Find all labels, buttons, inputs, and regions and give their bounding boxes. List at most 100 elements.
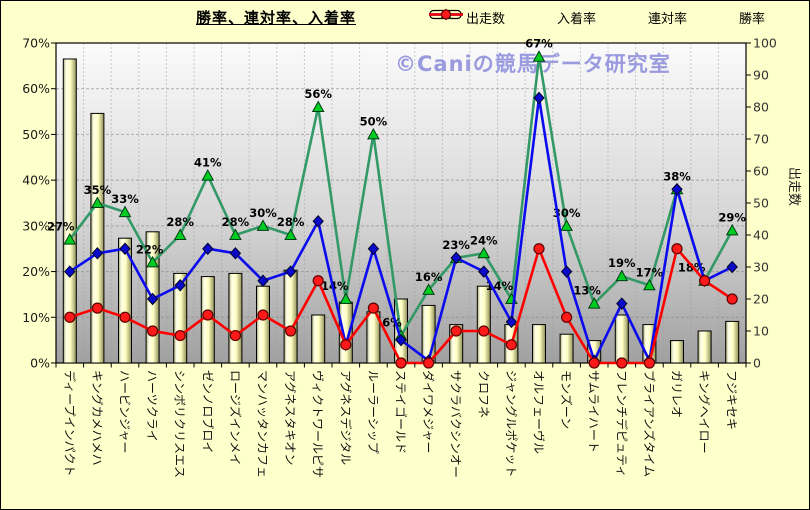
- data-label: 28%: [277, 215, 305, 229]
- data-label: 29%: [718, 210, 746, 224]
- bar: [725, 320, 740, 364]
- category-label: アグネスデジタル: [338, 370, 353, 465]
- bar: [173, 272, 188, 364]
- bar: [311, 314, 326, 364]
- legend: 出走数 入着率 連対率 勝率: [429, 8, 766, 27]
- category-label: キングカメハメハ: [90, 370, 104, 466]
- data-label: 30%: [249, 206, 277, 220]
- data-label: 6%: [382, 316, 402, 330]
- svg-text:30%: 30%: [22, 218, 50, 233]
- place-rate-line: 27%35%33%22%28%41%28%30%28%56%14%50%6%16…: [47, 37, 746, 341]
- category-label: ステイゴールド: [394, 370, 409, 454]
- svg-text:100: 100: [753, 36, 777, 51]
- bar: [670, 340, 684, 364]
- svg-text:90: 90: [753, 68, 769, 83]
- legend-label-place-rate: 入着率: [557, 11, 597, 27]
- category-label: キングヘイロー: [697, 370, 711, 454]
- bar: [256, 285, 270, 364]
- bar: [697, 330, 712, 364]
- svg-text:60%: 60%: [22, 81, 50, 96]
- data-label: 17%: [636, 265, 664, 279]
- bar: [90, 112, 105, 364]
- data-label: 67%: [525, 37, 553, 51]
- category-label: ハーツクライ: [145, 370, 159, 442]
- data-label: 50%: [360, 114, 388, 128]
- data-label: 33%: [111, 192, 139, 206]
- category-label: ヴィクトワールピサ: [311, 370, 326, 478]
- data-label: 41%: [194, 156, 222, 170]
- svg-text:20: 20: [753, 292, 769, 307]
- win-rate-line: [64, 243, 738, 369]
- legend-item-win-rate: 勝率: [429, 8, 766, 27]
- data-label: 24%: [470, 233, 498, 247]
- legend-label-win-rate: 勝率: [739, 11, 766, 27]
- data-label: 35%: [84, 183, 112, 197]
- gridlines: [56, 43, 746, 363]
- svg-text:70: 70: [753, 132, 769, 147]
- bar: [421, 304, 436, 364]
- data-label: 23%: [442, 238, 470, 252]
- data-label: 56%: [304, 87, 332, 101]
- data-label: 28%: [166, 215, 194, 229]
- category-label: ディープインパクト: [62, 370, 77, 476]
- bar: [118, 237, 132, 364]
- svg-text:50%: 50%: [22, 127, 50, 142]
- data-label: 16%: [415, 270, 443, 284]
- category-label: サムライハート: [587, 370, 601, 453]
- svg-text:50: 50: [753, 196, 769, 211]
- svg-text:10: 10: [753, 324, 769, 339]
- bar: [476, 285, 491, 364]
- bar: [228, 272, 243, 364]
- category-label: ハービンジャー: [118, 370, 132, 453]
- bar: [614, 314, 629, 364]
- category-label: オルフェーヴル: [532, 370, 547, 454]
- svg-text:80: 80: [753, 100, 769, 115]
- svg-text:0: 0: [753, 356, 761, 371]
- category-label: シンボリクリスエス: [173, 370, 187, 478]
- category-label: ガリレオ: [670, 370, 684, 418]
- data-label: 38%: [663, 169, 691, 183]
- data-label: 27%: [47, 220, 75, 234]
- category-label: ロージズインメイ: [228, 370, 243, 465]
- svg-text:20%: 20%: [22, 264, 50, 279]
- bar: [283, 269, 298, 364]
- svg-text:40: 40: [753, 228, 769, 243]
- category-label: サクラバクシンオー: [449, 370, 463, 478]
- data-label: 28%: [222, 215, 250, 229]
- right-axis-title: 出走数: [786, 167, 801, 206]
- circle-marker-icon: [429, 9, 736, 24]
- category-label: ブライアンズタイム: [642, 370, 657, 477]
- category-label: フレンチデピュティ: [614, 370, 629, 477]
- x-axis-labels: ディープインパクト キングカメハメハ ハービンジャー ハーツクライ シンボリクリスエスゼ…: [55, 363, 747, 478]
- svg-text:70%: 70%: [22, 36, 50, 51]
- category-label: ジャングルポケット: [504, 370, 518, 477]
- bar: [559, 333, 574, 364]
- category-label: マンハッタンカフェ: [256, 370, 270, 478]
- quinella-rate-line: [64, 91, 738, 367]
- data-label: 30%: [553, 206, 581, 220]
- category-label: ルーラーシップ: [366, 370, 380, 454]
- data-label: 22%: [136, 242, 164, 256]
- category-label: フジキセキ: [725, 370, 739, 430]
- svg-text:30: 30: [753, 260, 769, 275]
- bar: [62, 58, 77, 364]
- svg-text:60: 60: [753, 164, 769, 179]
- data-label: 14%: [321, 279, 349, 293]
- svg-text:40%: 40%: [22, 173, 50, 188]
- svg-text:10%: 10%: [22, 310, 50, 325]
- svg-text:0%: 0%: [30, 356, 50, 371]
- category-label: クロフネ: [476, 370, 490, 418]
- chart-title: 勝率、連対率、入着率: [195, 9, 356, 27]
- data-label: 19%: [608, 256, 636, 270]
- category-label: アグネスタキオン: [283, 370, 297, 465]
- data-label: 13%: [573, 284, 601, 298]
- bar: [532, 324, 546, 364]
- watermark: ©Caniの競馬データ研究室: [395, 52, 671, 76]
- legend-label-quinella-rate: 連対率: [648, 11, 688, 27]
- category-label: モンズーン: [559, 370, 574, 429]
- legend-label-starts: 出走数: [466, 11, 506, 27]
- category-label: ゼンノロブロイ: [200, 370, 215, 453]
- category-label: ダイワメジャー: [421, 370, 436, 453]
